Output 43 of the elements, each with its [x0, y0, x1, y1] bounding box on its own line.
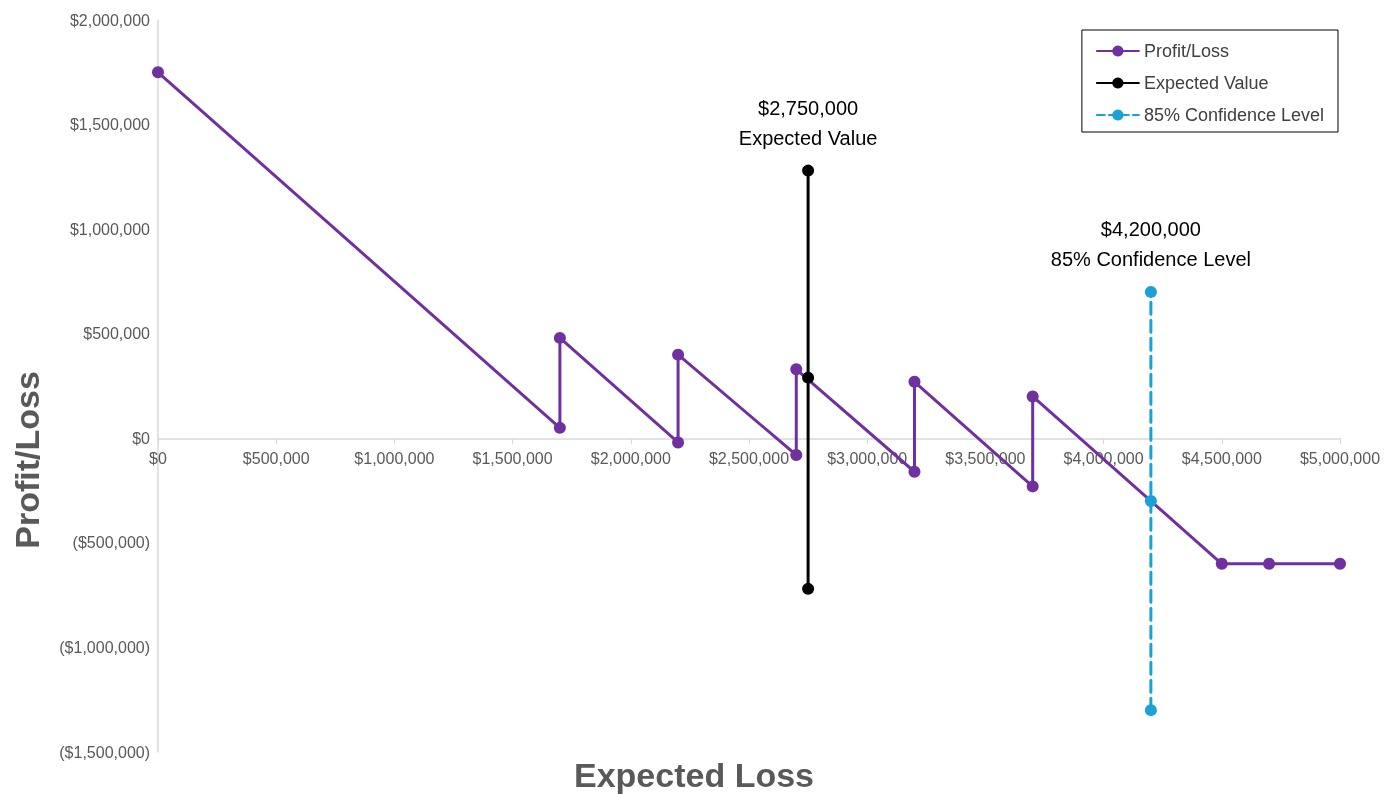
x-tick-label: $0 — [149, 449, 167, 467]
point — [672, 436, 685, 449]
point — [152, 66, 164, 79]
y-tick-label: ($1,000,000) — [59, 638, 150, 656]
x-tick-label: $1,500,000 — [472, 449, 553, 467]
point — [1215, 557, 1228, 570]
point — [553, 421, 566, 434]
x-tick-label: $2,000,000 — [590, 449, 671, 467]
annotation: $2,750,000 Expected Value — [738, 96, 878, 149]
x-axis-title: Expected Loss — [574, 756, 814, 794]
y-tick-label: $500,000 — [83, 325, 151, 343]
y-tick-label: $2,000,000 — [69, 11, 151, 29]
annotation: $4,200,000 85% Confidence Level — [1050, 217, 1251, 270]
point — [1263, 557, 1276, 570]
point — [802, 371, 815, 384]
point — [1334, 557, 1346, 570]
x-tick-label: $2,500,000 — [708, 449, 790, 467]
point — [908, 375, 921, 388]
y-tick-label: $0 — [132, 429, 151, 447]
point — [553, 331, 566, 344]
x-tick-label: $500,000 — [242, 449, 310, 467]
point — [790, 449, 803, 462]
legend-label: 85% Confidence Level — [1143, 105, 1324, 125]
point — [1144, 704, 1157, 717]
legend-label: Expected Value — [1143, 73, 1269, 93]
y-axis-title: Profit/Loss — [8, 371, 46, 549]
y-tick-label: $1,000,000 — [69, 220, 151, 238]
point — [790, 363, 803, 376]
y-tick-label: ($500,000) — [72, 534, 150, 552]
point — [1026, 480, 1039, 493]
point — [1144, 285, 1157, 298]
x-tick-label: $4,500,000 — [1181, 449, 1262, 467]
legend-label: Profit/Loss — [1143, 41, 1229, 61]
point — [1026, 390, 1039, 403]
y-tick-label: ($1,500,000) — [59, 743, 150, 761]
y-tick-label: $1,500,000 — [69, 116, 151, 134]
point — [672, 348, 685, 361]
point — [802, 582, 815, 595]
point — [908, 465, 921, 478]
point — [802, 164, 815, 177]
point — [1144, 495, 1157, 508]
x-tick-label: $1,000,000 — [354, 449, 435, 467]
x-tick-label: $5,000,000 — [1299, 449, 1381, 467]
